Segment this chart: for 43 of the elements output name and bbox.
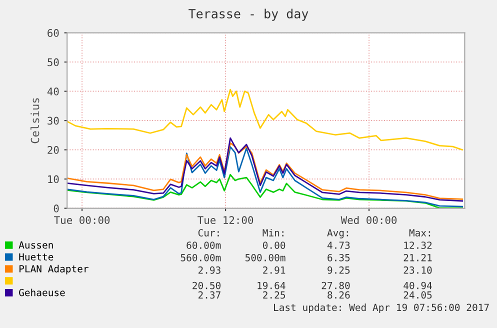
text: 6.35 [328,254,350,262]
text: Avg: [327,229,348,238]
text: Last update: Wed Apr 19 07:56:00 2017 [274,304,489,313]
text: 4.73 [327,242,350,249]
x-tick-label: Tue 12:00 [198,216,254,224]
text: 8.26 [328,291,350,299]
text: 2.25 [263,291,285,299]
text: 24.05 [404,291,432,299]
text: 9.25 [328,266,350,274]
legend-label: Aussen [18,241,53,249]
text: 19.64 [258,282,286,290]
y-tick-label: 10 [48,175,59,184]
text: 40.94 [404,282,432,290]
text: 20.50 [192,282,221,290]
y-tick-label: 30 [48,116,59,125]
line-series [67,146,463,208]
text: 23.10 [404,266,432,274]
y-axis-title: Celsius [30,98,40,144]
text: 2.91 [263,266,286,274]
text: 27.80 [322,282,350,290]
text: 21.21 [404,254,432,262]
y-tick-label: 50 [48,58,59,66]
text: 0.00 [262,242,286,249]
text: Min: [262,228,284,236]
x-tick-label: Wed 00:00 [340,216,397,224]
chart-title: Terasse - by day [188,8,308,21]
text: 2.37 [198,291,220,299]
line-series [67,88,463,150]
y-tick-label: 20 [48,146,59,154]
text: 60.00m [186,242,221,249]
text: 500.00m [245,254,286,262]
y-tick-label: 60 [48,29,59,37]
y-tick-label: 0 [54,204,59,212]
text: 560.00m [180,254,221,262]
text: Cur: [198,229,219,236]
y-tick-label: 40 [47,88,59,96]
x-tick-label: Tue 00:00 [54,216,110,224]
legend-label: Huette [19,253,54,261]
legend-label: Gehaeuse [19,288,65,296]
text: 2.93 [198,266,220,274]
legend-label: PLAN Adapter [20,264,88,274]
text: 12.32 [404,242,432,249]
text: Max: [409,229,430,236]
